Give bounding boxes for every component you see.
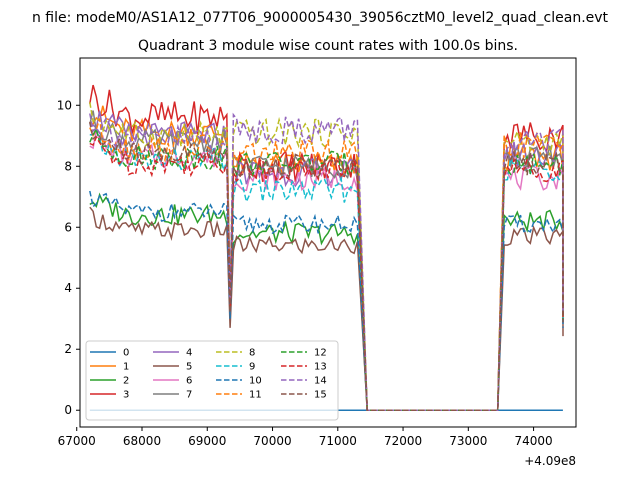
legend-label-7: 7 xyxy=(186,390,192,401)
legend-box xyxy=(85,340,339,421)
x-tick-label: 68000 xyxy=(123,434,161,448)
y-tick-label: 2 xyxy=(64,342,72,356)
series-line-9 xyxy=(89,130,564,411)
x-tick-label: 73000 xyxy=(449,434,487,448)
x-axis-ticks: 67000 68000 69000 70000 71000 72000 73000 74000 xyxy=(58,427,553,448)
x-tick-label: 70000 xyxy=(253,434,291,448)
y-tick-label: 8 xyxy=(64,159,72,173)
series-line-15 xyxy=(89,121,564,411)
y-axis-ticks: 0 2 4 6 8 10 xyxy=(57,98,80,417)
legend-label-13: 13 xyxy=(314,362,327,373)
series-line-2 xyxy=(89,192,564,411)
series-line-14 xyxy=(89,112,564,411)
legend-label-2: 2 xyxy=(123,376,129,387)
chart-suptitle: n file: modeM0/AS1A12_077T06_9000005430_… xyxy=(32,10,609,26)
x-tick-label: 67000 xyxy=(58,434,96,448)
legend-label-0: 0 xyxy=(123,348,129,359)
legend-label-4: 4 xyxy=(186,348,192,359)
series-line-5 xyxy=(89,206,564,411)
axes-frame xyxy=(79,57,577,428)
series-line-4 xyxy=(89,110,564,411)
legend-label-12: 12 xyxy=(314,348,327,359)
x-offset-label: +4.09e8 xyxy=(524,454,576,468)
legend-label-11: 11 xyxy=(249,390,262,401)
y-tick-label: 4 xyxy=(64,281,72,295)
series-line-1 xyxy=(89,105,564,411)
x-tick-label: 72000 xyxy=(384,434,422,448)
x-tick-label: 74000 xyxy=(514,434,552,448)
series-line-13 xyxy=(89,135,564,411)
legend-label-8: 8 xyxy=(249,348,255,359)
legend-label-10: 10 xyxy=(249,376,262,387)
legend-label-5: 5 xyxy=(186,362,192,373)
x-tick-label: 71000 xyxy=(319,434,357,448)
y-tick-label: 10 xyxy=(57,98,72,112)
chart-title: Quadrant 3 module wise count rates with … xyxy=(138,38,518,54)
legend-label-14: 14 xyxy=(314,376,327,387)
legend-label-1: 1 xyxy=(123,362,129,373)
series-line-8 xyxy=(89,102,564,411)
series-line-6 xyxy=(89,130,564,411)
series-line-10 xyxy=(89,190,564,411)
legend-label-3: 3 xyxy=(123,390,129,401)
legend-label-6: 6 xyxy=(186,376,192,387)
legend-label-15: 15 xyxy=(314,390,327,401)
x-tick-label: 69000 xyxy=(188,434,226,448)
series-line-3 xyxy=(89,84,564,411)
y-tick-label: 0 xyxy=(64,403,72,417)
series-layer xyxy=(89,84,564,411)
y-tick-label: 6 xyxy=(64,220,72,234)
legend-label-9: 9 xyxy=(249,362,255,373)
